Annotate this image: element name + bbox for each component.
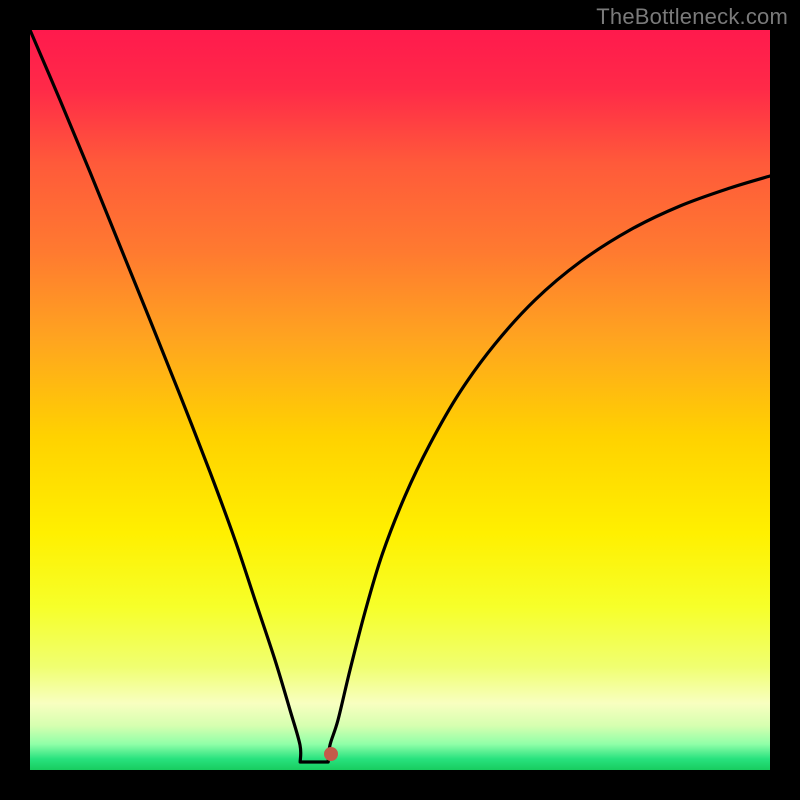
watermark-text: TheBottleneck.com: [596, 4, 788, 30]
curve-svg: [30, 30, 770, 770]
plot-area: [30, 30, 770, 770]
chart-frame: TheBottleneck.com: [0, 0, 800, 800]
v-curve: [30, 30, 770, 762]
